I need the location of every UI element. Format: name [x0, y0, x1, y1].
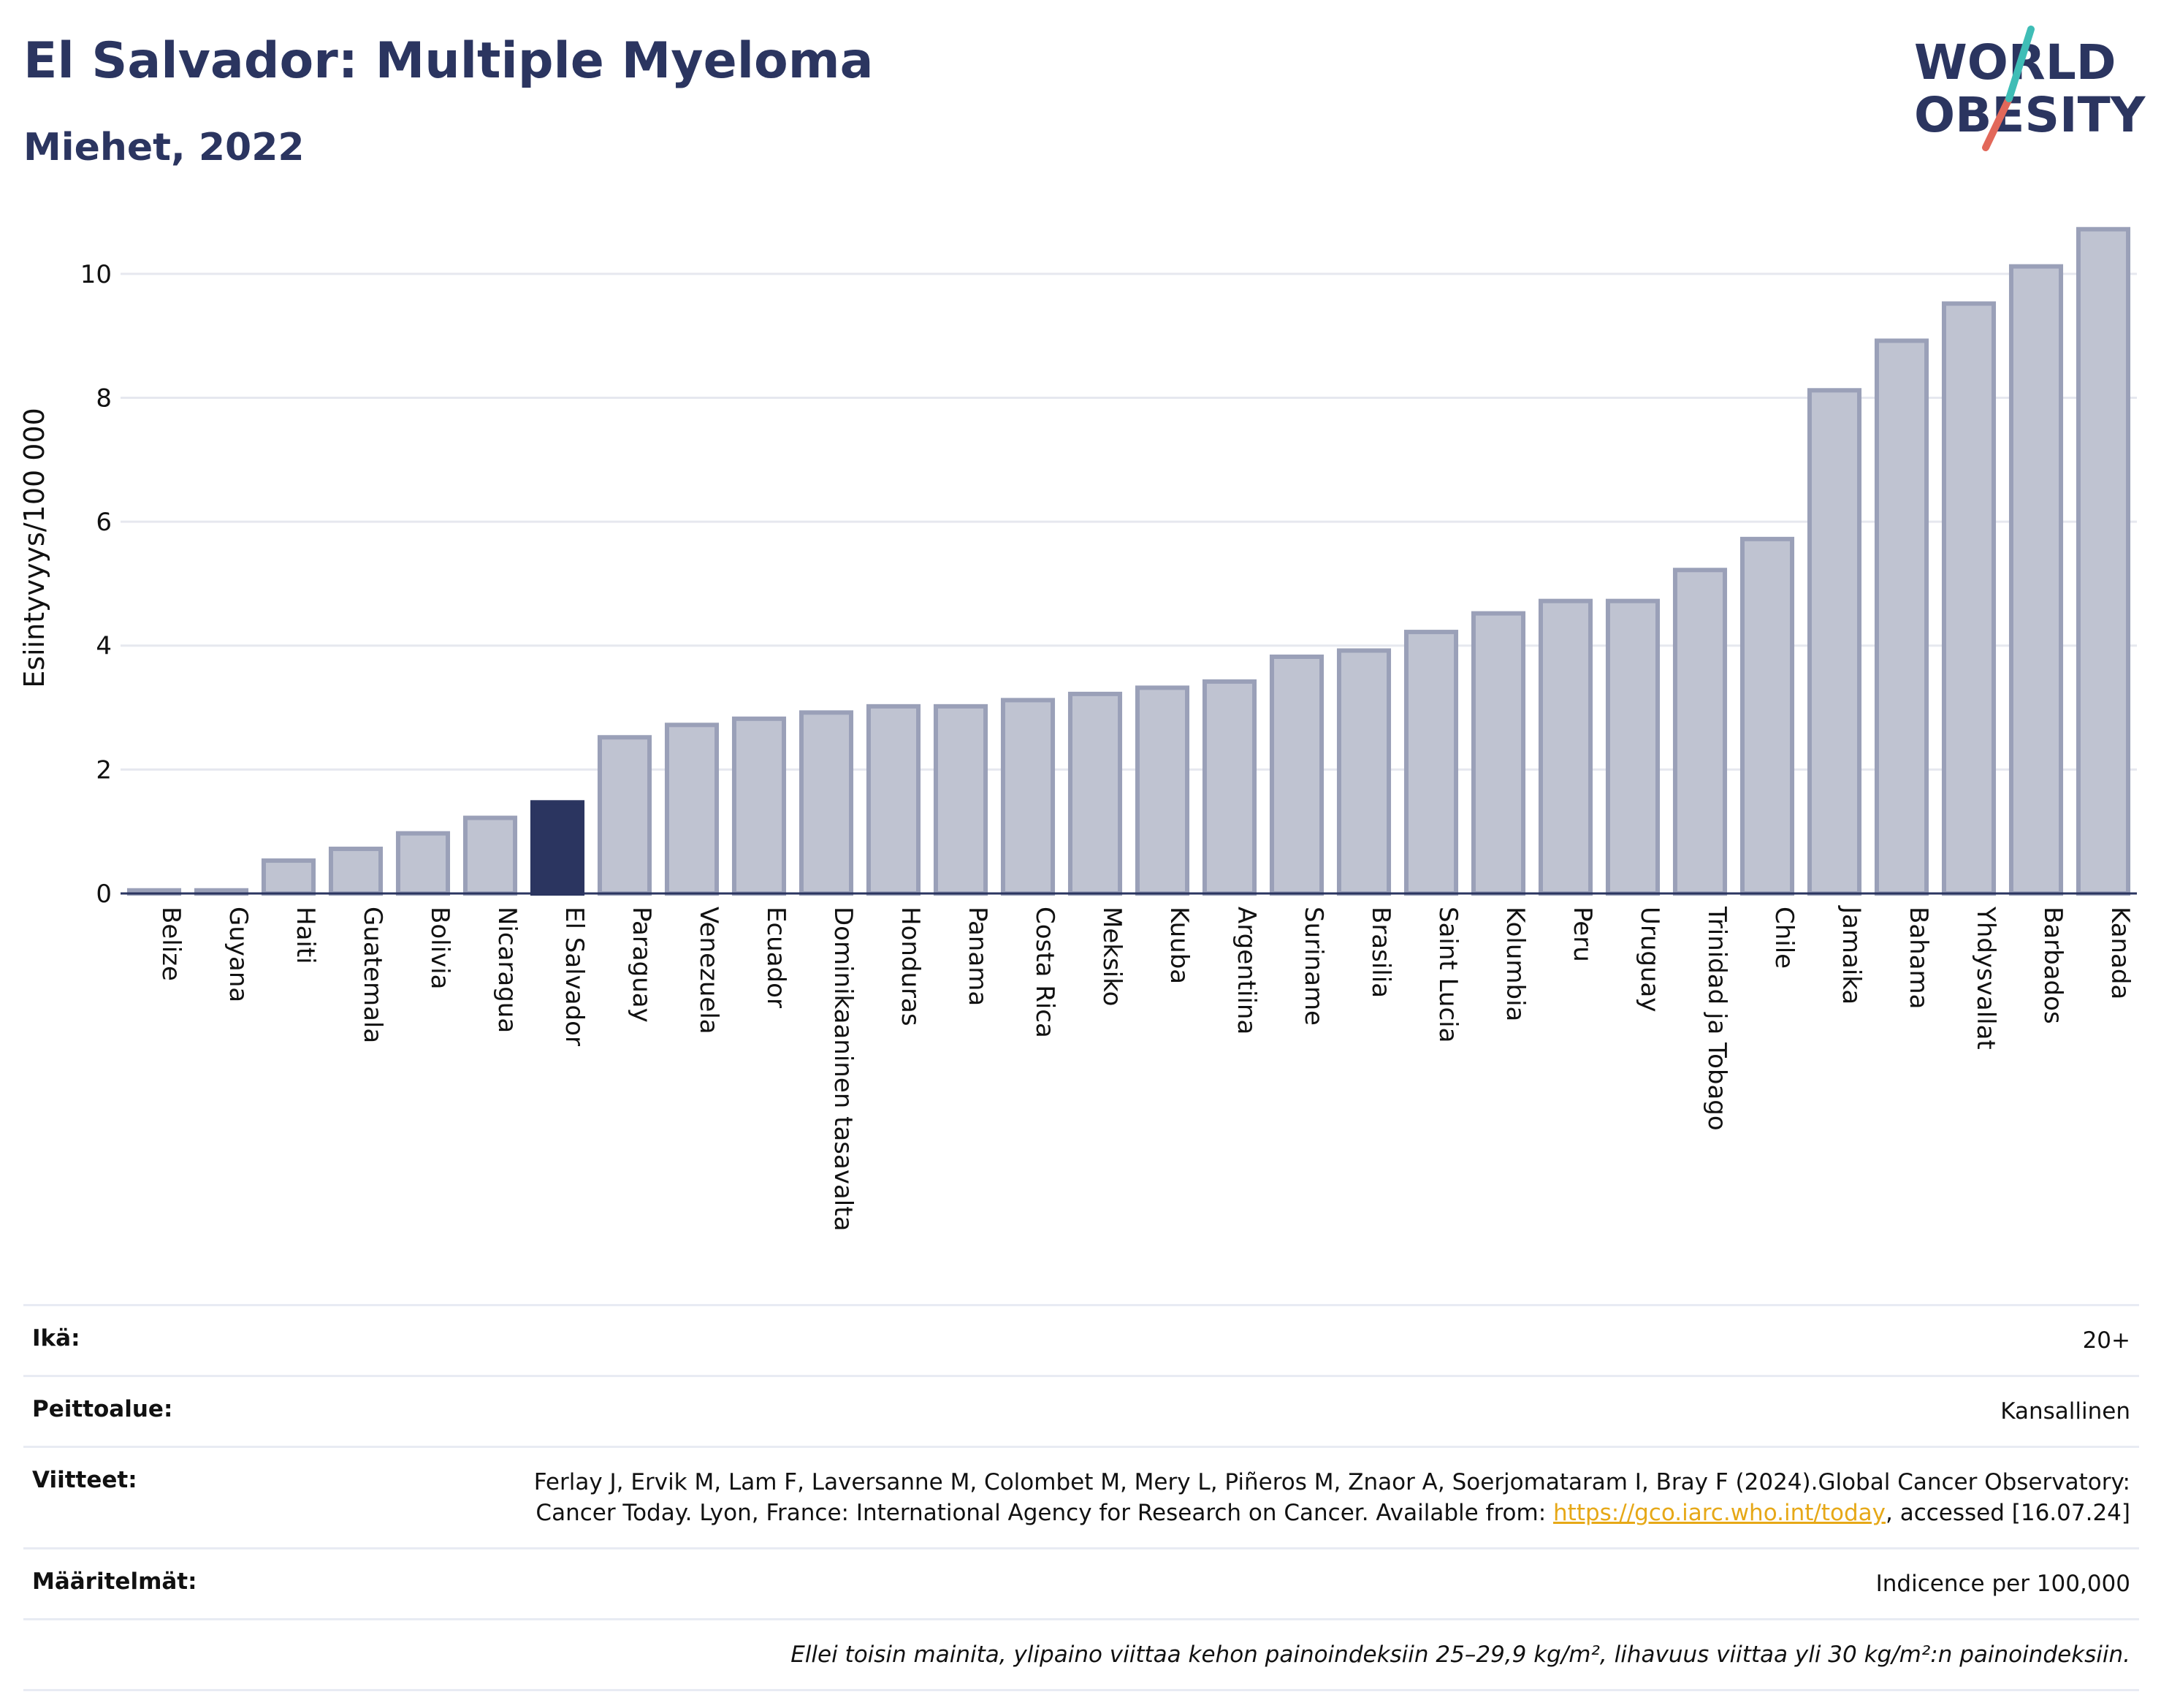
bar-kanada [2076, 226, 2131, 896]
x-tick-label: Nicaragua [492, 907, 522, 1033]
x-tick-label: Uruguay [1635, 907, 1664, 1013]
age-value: 20+ [2082, 1327, 2130, 1354]
definitions-label: Määritelmät: [32, 1568, 197, 1595]
info-row-coverage: Peittoalue: Kansallinen [23, 1375, 2139, 1446]
age-label: Ikä: [32, 1325, 80, 1351]
x-tick-label: Ecuador [761, 907, 790, 1008]
bar-peru [1538, 598, 1593, 896]
x-tick-label: Trinidad ja Tobago [1702, 906, 1731, 1131]
x-tick-label: Meksiko [1097, 907, 1127, 1006]
bar-nicaragua [462, 815, 518, 896]
bar-dominikaaninen-tasavalta [799, 710, 854, 896]
bars [126, 226, 2131, 896]
bar-kolumbia [1471, 611, 1526, 896]
bar-brasilia [1336, 648, 1392, 896]
x-tick-label: Venezuela [694, 907, 723, 1034]
x-tick-label: Bahama [1904, 907, 1933, 1010]
bar-venezuela [664, 723, 720, 896]
chart-subtitle: Miehet, 2022 [23, 126, 305, 169]
references-value: Ferlay J, Ervik M, Lam F, Laversanne M, … [450, 1467, 2130, 1528]
bar-jamaika [1807, 388, 1862, 896]
info-row-definitions: Määritelmät: Indicence per 100,000 [23, 1547, 2139, 1618]
x-tick-label: Kolumbia [1501, 907, 1530, 1021]
references-accessed: , accessed [16.07.24] [1885, 1500, 2130, 1526]
y-tick-label: 8 [96, 384, 112, 413]
x-tick-label: Saint Lucia [1433, 907, 1463, 1042]
grid-lines [121, 272, 2137, 771]
y-axis-label: Esiintyvyys/100 000 [18, 408, 50, 688]
logo-slash-red [1982, 95, 2013, 151]
x-tick-label: Dominikaaninen tasavalta [828, 907, 858, 1231]
bar-uruguay [1605, 598, 1661, 896]
definitions-value: Indicence per 100,000 [1875, 1571, 2130, 1597]
bar-costa-rica [1000, 698, 1056, 896]
bar-argentiina [1202, 679, 1257, 896]
bar-bolivia [395, 831, 451, 896]
x-tick-label: Brasilia [1366, 907, 1395, 998]
info-row-age: Ikä: 20+ [23, 1304, 2139, 1375]
bar-suriname [1269, 654, 1325, 896]
y-tick-label: 10 [80, 260, 112, 289]
x-tick-label: Belize [156, 907, 186, 981]
bar-el-salvador [530, 800, 585, 896]
x-tick-label: Kanada [2105, 907, 2135, 999]
info-table: Ikä: 20+ Peittoalue: Kansallinen Viittee… [23, 1304, 2139, 1691]
world-obesity-logo: WORLD OBESITY [1914, 26, 2146, 151]
x-tick-label: Honduras [896, 907, 925, 1026]
logo-line2: OBESITY [1914, 87, 2146, 143]
x-tick-label: Yhdysvallat [1971, 906, 2000, 1050]
references-text: Ferlay J, Ervik M, Lam F, Laversanne M, … [533, 1469, 2130, 1526]
bar-barbados [2008, 264, 2064, 896]
y-tick-label: 0 [96, 880, 112, 909]
logo-slash-teal [2005, 26, 2035, 102]
bar-meksiko [1067, 691, 1123, 896]
y-tick-label: 4 [96, 632, 112, 661]
x-tick-label: Argentiina [1232, 907, 1261, 1034]
bar-haiti [261, 858, 316, 896]
x-tick-label: Jamaika [1837, 905, 1866, 1004]
y-tick-labels: 0 2 4 6 8 10 [80, 260, 112, 909]
x-tick-label: El Salvador [560, 907, 589, 1046]
bar-saint-lucia [1403, 630, 1459, 896]
bar-paraguay [597, 735, 652, 896]
x-tick-label: Barbados [2038, 907, 2067, 1024]
x-tick-label: Suriname [1299, 907, 1328, 1026]
x-tick-label: Panama [963, 907, 992, 1006]
bar-chile [1739, 536, 1795, 896]
info-row-note: Ellei toisin mainita, ylipaino viittaa k… [23, 1618, 2139, 1691]
x-tick-label: Kuuba [1165, 907, 1194, 984]
bar-chart: 0 2 4 6 8 10 Belize Guyana Haiti Guatemala Bolivi… [18, 226, 2137, 1231]
footnote: Ellei toisin mainita, ylipaino viittaa k… [790, 1642, 2130, 1668]
x-tick-label: Peru [1568, 907, 1597, 962]
bar-ecuador [731, 716, 787, 896]
coverage-value: Kansallinen [2000, 1398, 2130, 1425]
chart-title: El Salvador: Multiple Myeloma [23, 32, 874, 90]
x-tick-label: Bolivia [425, 907, 454, 989]
x-tick-label: Chile [1769, 907, 1799, 969]
x-tick-label: Paraguay [627, 907, 656, 1023]
x-tick-label: Costa Rica [1030, 907, 1059, 1038]
x-tick-label: Guatemala [358, 907, 387, 1043]
coverage-label: Peittoalue: [32, 1396, 173, 1422]
bar-guatemala [328, 846, 384, 896]
x-tick-labels: Belize Guyana Haiti Guatemala Bolivia Nicarag… [156, 905, 2135, 1231]
bar-yhdysvallat [1941, 301, 1997, 896]
references-label: Viitteet: [32, 1467, 137, 1493]
x-tick-label: Guyana [224, 907, 253, 1002]
bar-bahama [1874, 338, 1929, 896]
references-link[interactable]: https://gco.iarc.who.int/today [1553, 1500, 1886, 1526]
bar-honduras [866, 704, 921, 896]
y-tick-label: 6 [96, 508, 112, 537]
bar-trinidad-ja-tobago [1672, 568, 1728, 896]
bar-panama [933, 704, 988, 896]
info-row-references: Viitteet: Ferlay J, Ervik M, Lam F, Lave… [23, 1446, 2139, 1547]
y-tick-label: 2 [96, 755, 112, 785]
bar-kuuba [1135, 685, 1190, 896]
x-tick-label: Haiti [291, 907, 320, 964]
